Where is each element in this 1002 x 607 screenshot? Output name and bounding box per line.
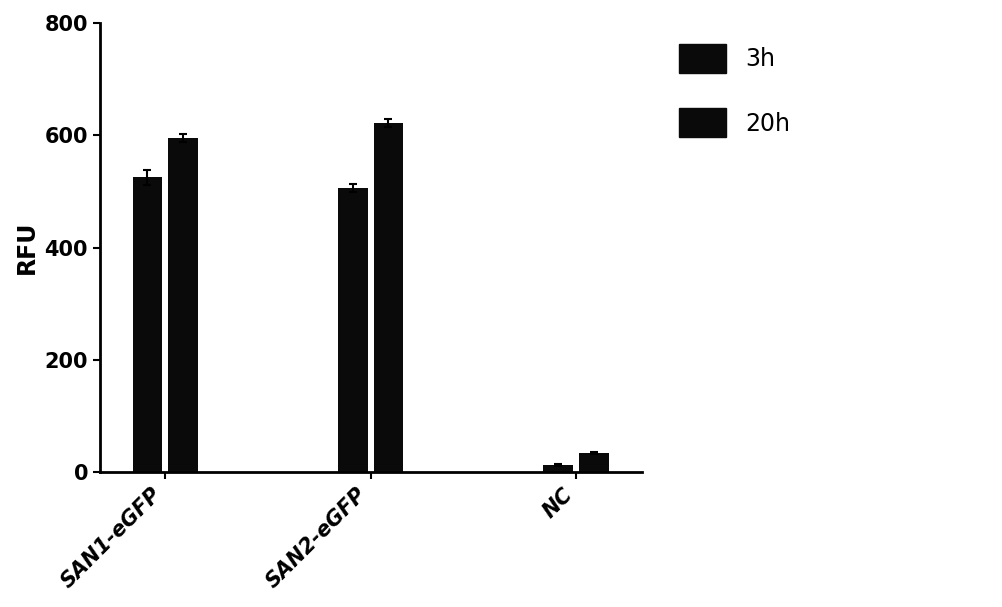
Legend: 3h, 20h: 3h, 20h	[669, 35, 800, 147]
Bar	[132, 177, 162, 472]
Bar	[168, 138, 198, 472]
Bar	[543, 465, 573, 472]
Bar	[374, 123, 404, 472]
Bar	[579, 453, 609, 472]
Bar	[338, 188, 368, 472]
Y-axis label: RFU: RFU	[15, 221, 39, 274]
